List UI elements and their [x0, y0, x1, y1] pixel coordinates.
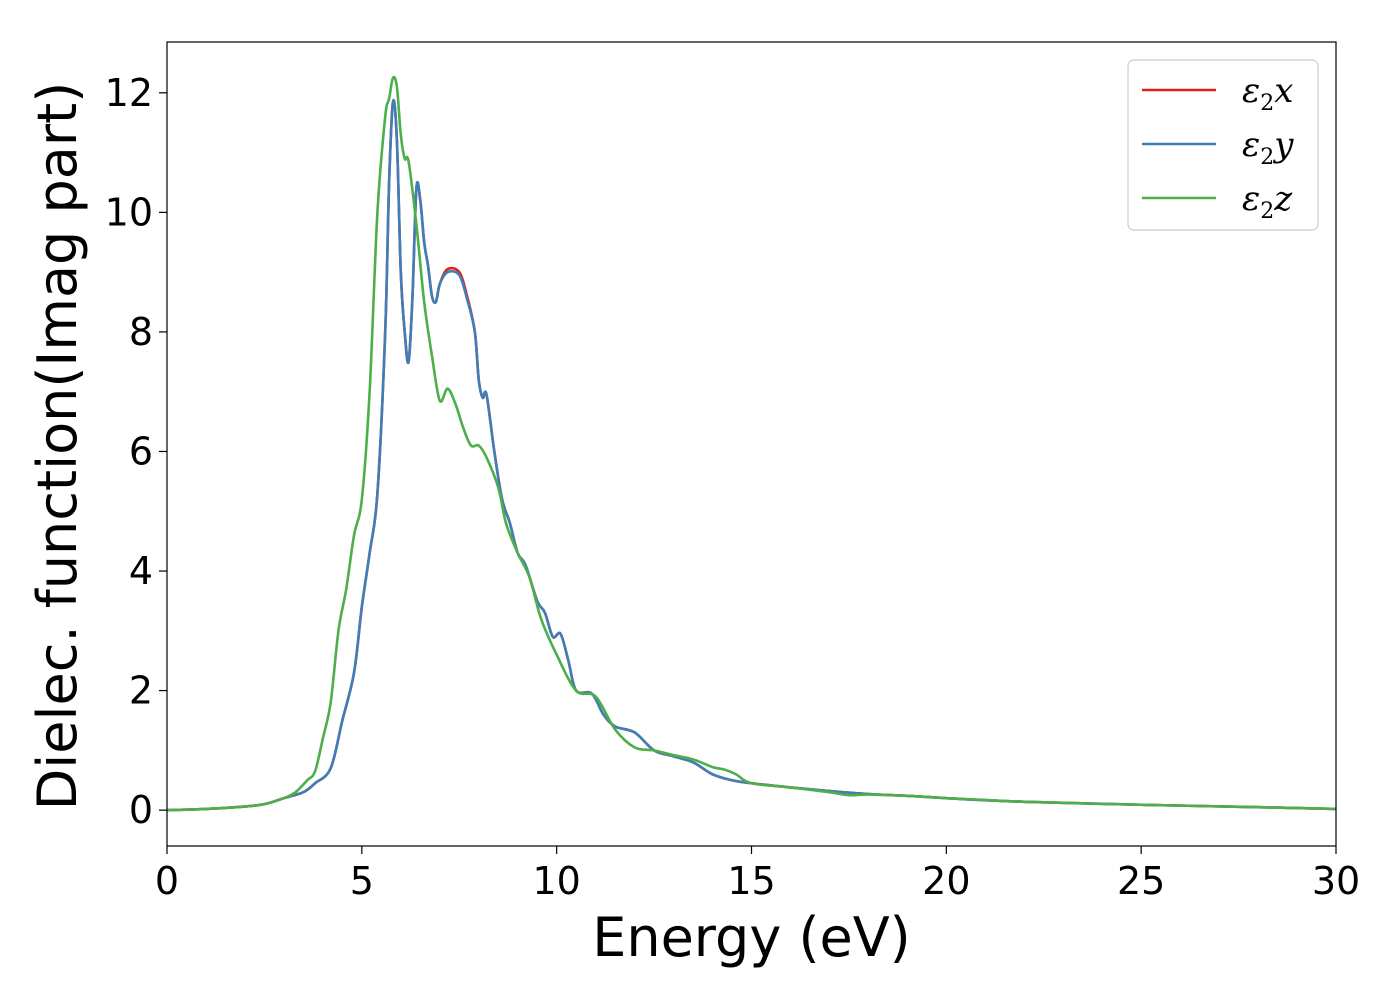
legend-entry-z: ε2z	[1242, 179, 1293, 224]
y-tick-label: 6	[129, 429, 153, 473]
legend-sub: 2	[1260, 199, 1274, 224]
legend-tail: y	[1272, 125, 1294, 165]
x-tick-label: 30	[1312, 859, 1360, 903]
y-tick-label: 12	[105, 71, 153, 115]
y-tick-label: 10	[105, 190, 153, 234]
x-tick-label: 20	[922, 859, 970, 903]
y-axis-label: Dielec. function(Imag part)	[26, 82, 89, 811]
y-tick-label: 0	[129, 788, 153, 832]
legend-tail: z	[1273, 179, 1293, 219]
x-axis: 0 5 10 15 20 25 30	[155, 846, 1360, 903]
series-line-y	[167, 98, 1336, 812]
legend-tail: x	[1274, 71, 1293, 111]
y-tick-label: 2	[129, 669, 153, 713]
x-axis-label: Energy (eV)	[592, 906, 911, 969]
y-axis: 0 2 4 6 8 10 12	[105, 71, 167, 832]
y-tick-label: 4	[129, 549, 153, 593]
series-line-z	[167, 75, 1336, 812]
legend-base: ε	[1242, 125, 1260, 165]
x-tick-label: 10	[532, 859, 580, 903]
series-layer	[167, 75, 1336, 812]
x-tick-label: 25	[1117, 859, 1165, 903]
legend-base: ε	[1242, 71, 1260, 111]
y-tick-label: 8	[129, 310, 153, 354]
legend-entry-y: ε2y	[1242, 125, 1294, 170]
legend-entry-x: ε2x	[1242, 71, 1293, 116]
x-tick-label: 5	[350, 859, 374, 903]
legend-base: ε	[1242, 179, 1260, 219]
legend-sub: 2	[1260, 145, 1274, 170]
x-tick-label: 15	[727, 859, 775, 903]
legend-box	[1127, 59, 1319, 231]
x-tick-label: 0	[155, 859, 179, 903]
legend-sub: 2	[1260, 91, 1274, 116]
